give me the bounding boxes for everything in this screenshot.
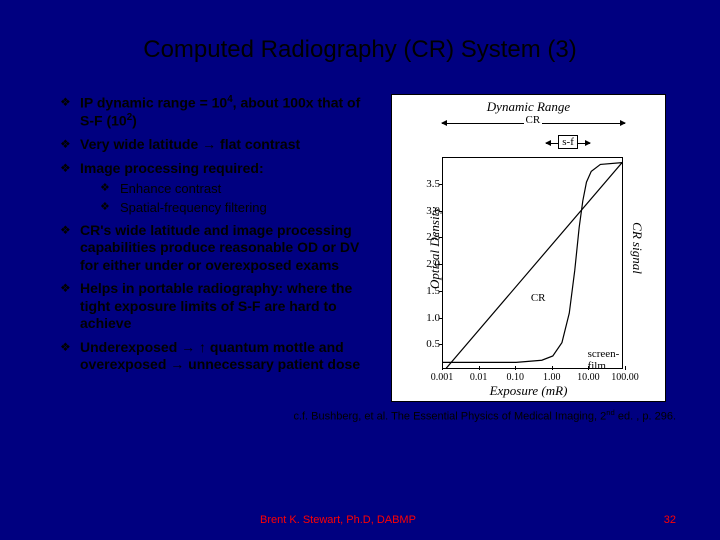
- y-axis-left-label: Optical Density: [427, 207, 443, 289]
- chart-plot-area: CR screen-film: [442, 157, 623, 369]
- bullet-4: CR's wide latitude and image processing …: [60, 222, 365, 275]
- chart-column: Dynamic Range Optical Density CR signal …: [377, 94, 680, 402]
- cr-series-label: CR: [531, 292, 546, 304]
- bullet-1-text: IP dynamic range = 10: [80, 95, 227, 111]
- dr-cr-arrow-label: CR: [524, 114, 543, 126]
- x-tick-label: 0.001: [431, 372, 454, 383]
- bullet-5: Helps in portable radiography: where the…: [60, 280, 365, 333]
- x-tick-label: 10.00: [577, 372, 600, 383]
- citation-post: ed. , p. 296.: [615, 411, 676, 423]
- bullet-6: Underexposed → ↑ quantum mottle and over…: [60, 339, 365, 374]
- footer-author: Brent K. Stewart, Ph.D, DABMP: [40, 514, 636, 526]
- dr-sf-arrow-label: s-f: [558, 135, 578, 149]
- bullet-1: IP dynamic range = 104, about 100x that …: [60, 94, 365, 130]
- dynamic-range-chart: Dynamic Range Optical Density CR signal …: [391, 94, 666, 402]
- y-tick-label: 1.5: [424, 285, 440, 297]
- y-tick-label: 2.5: [424, 231, 440, 243]
- x-tick-label: 0.01: [470, 372, 488, 383]
- y-tick-label: 3.0: [424, 205, 440, 217]
- x-tick-label: 0.10: [506, 372, 524, 383]
- x-tick-label: 100.00: [611, 372, 639, 383]
- y-tick-label: 1.0: [424, 312, 440, 324]
- citation-pre: c.f. Bushberg, et al. The Essential Phys…: [293, 411, 606, 423]
- footer: Brent K. Stewart, Ph.D, DABMP 32: [0, 514, 720, 526]
- bullet-2: Very wide latitude → flat contrast: [60, 136, 365, 154]
- chart-svg: [443, 158, 622, 368]
- x-tick-label: 1.00: [543, 372, 561, 383]
- bullet-3: Image processing required: Enhance contr…: [60, 160, 365, 216]
- slide-title: Computed Radiography (CR) System (3): [0, 0, 720, 76]
- x-axis-label: Exposure (mR): [392, 383, 665, 399]
- y-axis-right-label: CR signal: [629, 222, 645, 274]
- bullet-3b: Spatial-frequency filtering: [100, 200, 365, 216]
- bullet-3a: Enhance contrast: [100, 181, 365, 197]
- y-tick-label: 2.0: [424, 258, 440, 270]
- bullet-3-text: Image processing required:: [80, 160, 264, 176]
- sf-series-label: screen-film: [588, 348, 622, 372]
- y-tick-label: 3.5: [424, 178, 440, 190]
- footer-page-number: 32: [636, 514, 676, 526]
- y-tick-label: 0.5: [424, 338, 440, 350]
- content-row: IP dynamic range = 104, about 100x that …: [0, 94, 720, 402]
- citation-sup: nd: [606, 408, 615, 417]
- chart-title: Dynamic Range: [392, 99, 665, 115]
- bullet-column: IP dynamic range = 104, about 100x that …: [60, 94, 365, 402]
- bullet-1-post: ): [132, 113, 137, 129]
- citation: c.f. Bushberg, et al. The Essential Phys…: [0, 402, 720, 423]
